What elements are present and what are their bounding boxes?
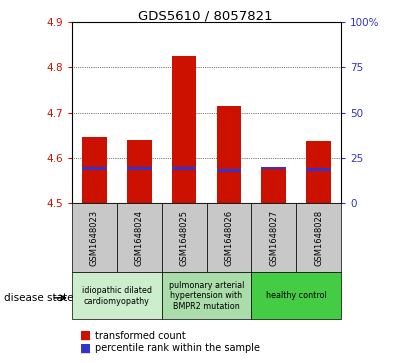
Bar xyxy=(162,272,252,319)
Text: GSM1648026: GSM1648026 xyxy=(224,210,233,266)
Bar xyxy=(217,169,241,172)
Bar xyxy=(162,203,206,272)
Text: percentile rank within the sample: percentile rank within the sample xyxy=(95,343,259,354)
Text: GDS5610 / 8057821: GDS5610 / 8057821 xyxy=(138,9,273,22)
Bar xyxy=(117,203,162,272)
Bar xyxy=(172,56,196,203)
Bar xyxy=(296,203,341,272)
Text: transformed count: transformed count xyxy=(95,331,185,341)
Text: pulmonary arterial
hypertension with
BMPR2 mutation: pulmonary arterial hypertension with BMP… xyxy=(169,281,244,311)
Bar xyxy=(306,168,331,171)
Bar xyxy=(172,167,196,170)
Bar xyxy=(261,167,286,169)
Bar xyxy=(261,168,286,203)
Text: disease state: disease state xyxy=(4,293,74,303)
Bar xyxy=(72,272,162,319)
Bar xyxy=(72,203,117,272)
Bar xyxy=(217,106,241,203)
Text: healthy control: healthy control xyxy=(266,291,327,300)
Bar xyxy=(306,141,331,203)
Text: GSM1648025: GSM1648025 xyxy=(180,210,189,266)
Bar xyxy=(127,140,152,203)
Text: GSM1648023: GSM1648023 xyxy=(90,210,99,266)
Text: idiopathic dilated
cardiomyopathy: idiopathic dilated cardiomyopathy xyxy=(82,286,152,306)
Text: GSM1648027: GSM1648027 xyxy=(269,210,278,266)
Text: GSM1648024: GSM1648024 xyxy=(135,210,144,266)
Bar xyxy=(206,203,252,272)
Bar xyxy=(127,167,152,170)
Text: ■: ■ xyxy=(80,342,91,355)
Bar xyxy=(252,272,341,319)
Bar xyxy=(82,167,107,170)
Text: ■: ■ xyxy=(80,329,91,342)
Text: GSM1648028: GSM1648028 xyxy=(314,210,323,266)
Bar xyxy=(82,138,107,203)
Bar xyxy=(252,203,296,272)
